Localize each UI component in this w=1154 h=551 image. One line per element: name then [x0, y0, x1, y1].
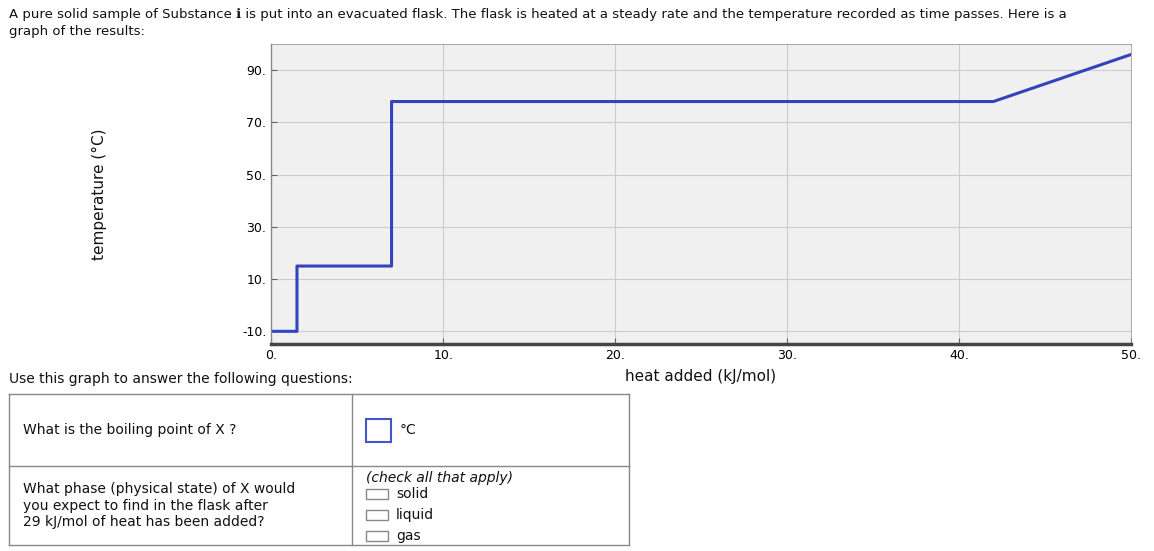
- X-axis label: heat added (kJ/mol): heat added (kJ/mol): [625, 369, 777, 384]
- Text: Use this graph to answer the following questions:: Use this graph to answer the following q…: [9, 372, 353, 386]
- Text: What is the boiling point of X ?: What is the boiling point of X ?: [23, 423, 237, 437]
- Text: A pure solid sample of Substance ℹ is put into an evacuated flask. The flask is : A pure solid sample of Substance ℹ is pu…: [9, 8, 1067, 21]
- Text: you expect to find in the flask after: you expect to find in the flask after: [23, 499, 268, 512]
- Text: (check all that apply): (check all that apply): [366, 471, 512, 485]
- Text: solid: solid: [396, 487, 428, 501]
- Text: graph of the results:: graph of the results:: [9, 25, 145, 38]
- Text: temperature (°C): temperature (°C): [92, 128, 107, 260]
- Text: °C: °C: [399, 423, 417, 437]
- Text: 29 kJ/mol of heat has been added?: 29 kJ/mol of heat has been added?: [23, 515, 264, 529]
- Text: gas: gas: [396, 529, 420, 543]
- Text: liquid: liquid: [396, 508, 434, 522]
- Text: What phase (physical state) of X would: What phase (physical state) of X would: [23, 482, 295, 496]
